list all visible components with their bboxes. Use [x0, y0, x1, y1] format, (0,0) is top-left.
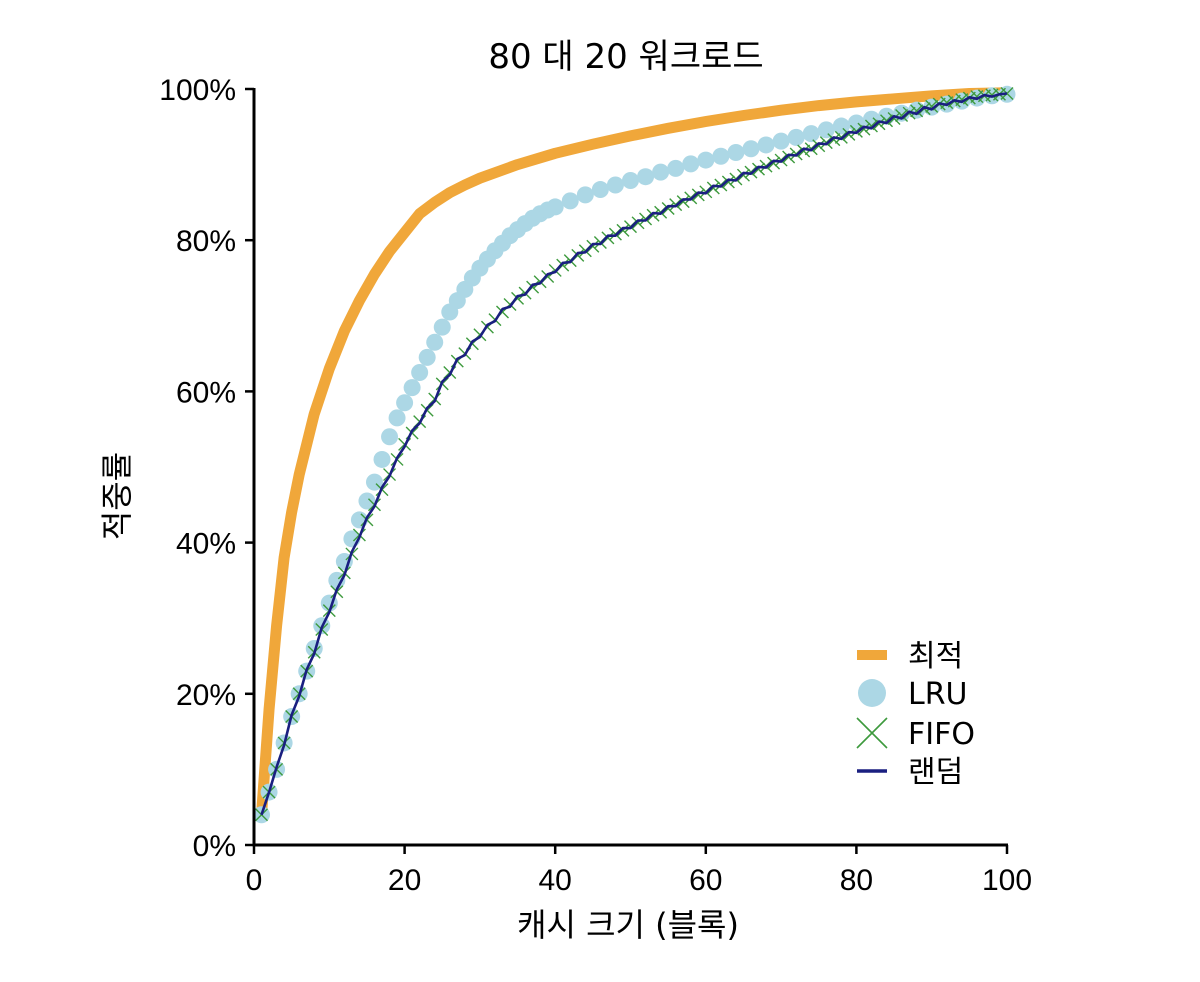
- chart-title: 80 대 20 워크로드: [488, 37, 763, 77]
- series-lru-point: [712, 147, 730, 165]
- y-tick-label: 40%: [176, 528, 236, 561]
- x-tick-label: 0: [246, 864, 263, 897]
- y-tick-label: 0%: [193, 830, 236, 863]
- series-fifo-marker: [646, 208, 660, 222]
- series-lru-point: [787, 128, 805, 146]
- series-lru-point: [682, 155, 700, 173]
- series-fifo-marker: [797, 144, 811, 158]
- series-optimal-line: [256, 87, 1013, 821]
- series-lru-point: [411, 364, 429, 381]
- series-fifo-marker: [887, 111, 901, 125]
- series-lru-point: [667, 159, 685, 177]
- series-fifo-marker: [842, 127, 856, 141]
- series-fifo-marker: [864, 119, 878, 133]
- legend-label: 최적: [908, 639, 963, 674]
- series-fifo-marker: [880, 114, 894, 128]
- series-fifo-marker: [676, 195, 690, 209]
- legend-swatch-lru: [858, 679, 886, 707]
- series-lru-point: [426, 333, 444, 351]
- y-tick-label: 100%: [159, 74, 236, 107]
- series-fifo-marker: [721, 175, 735, 189]
- series-lru-point: [381, 428, 399, 446]
- series-fifo-marker: [631, 216, 645, 230]
- series-lru-point: [742, 140, 760, 158]
- ticks-layer: 0 20 40 60 80 100 0% 20% 40% 60% 80% 100%: [159, 74, 1032, 897]
- series-layer: [253, 85, 1016, 824]
- series-fifo-marker: [925, 99, 939, 113]
- series-lru-point: [591, 181, 609, 199]
- series-lru-point: [396, 394, 414, 412]
- series-fifo-marker: [812, 139, 826, 153]
- series-fifo-marker: [752, 162, 766, 176]
- series-fifo-marker: [872, 117, 886, 131]
- series-lru-point: [817, 121, 835, 139]
- x-tick-label: 100: [982, 864, 1032, 897]
- series-lru-point: [433, 318, 451, 336]
- x-tick-label: 40: [539, 864, 572, 897]
- series-fifo-marker: [736, 168, 750, 182]
- series-lru-point: [727, 144, 745, 162]
- legend-label: 랜덤: [908, 755, 963, 790]
- x-axis-label: 캐시 크기 (블록): [517, 906, 739, 944]
- series-fifo-marker: [857, 122, 871, 136]
- series-lru-point: [576, 186, 594, 204]
- series-lru-point: [802, 125, 820, 143]
- series-lru-point: [697, 151, 715, 169]
- series-fifo-marker: [691, 188, 705, 202]
- series-lru-point: [373, 450, 391, 468]
- series-lru-point: [418, 348, 436, 366]
- series-fifo-marker: [895, 108, 909, 122]
- series-fifo-marker: [706, 181, 720, 195]
- series-lru-point: [305, 639, 323, 657]
- series-fifo-marker: [910, 104, 924, 118]
- series-lru-point: [772, 132, 790, 150]
- series-fifo-marker: [616, 223, 630, 237]
- series-lru-point: [403, 379, 421, 397]
- series-fifo-marker: [940, 96, 954, 110]
- legend-swatch-fifo: [856, 717, 888, 749]
- series-fifo-marker: [661, 201, 675, 215]
- series-lru-point: [546, 198, 564, 216]
- y-tick-label: 80%: [176, 225, 236, 258]
- series-lru-point: [561, 192, 579, 210]
- series-lru-point: [388, 409, 406, 427]
- y-axis-label: 적중률: [98, 452, 136, 540]
- x-tick-label: 20: [388, 864, 421, 897]
- y-tick-label: 60%: [176, 376, 236, 409]
- series-fifo-marker: [767, 156, 781, 170]
- series-lru-point: [637, 168, 655, 186]
- series-fifo-marker: [827, 133, 841, 147]
- y-tick-label: 20%: [176, 679, 236, 712]
- legend-label: LRU: [908, 677, 968, 712]
- legend-label: FIFO: [908, 717, 975, 752]
- series-lru-point: [622, 171, 639, 189]
- series-fifo-marker: [955, 93, 969, 107]
- series-fifo-marker: [782, 150, 796, 164]
- series-lru-point: [358, 492, 376, 510]
- series-random-line: [260, 92, 1008, 816]
- x-tick-label: 60: [689, 864, 722, 897]
- x-tick-label: 80: [840, 864, 873, 897]
- series-lru-point: [606, 176, 624, 194]
- series-lru-point: [757, 136, 775, 154]
- series-lru-point: [652, 163, 670, 181]
